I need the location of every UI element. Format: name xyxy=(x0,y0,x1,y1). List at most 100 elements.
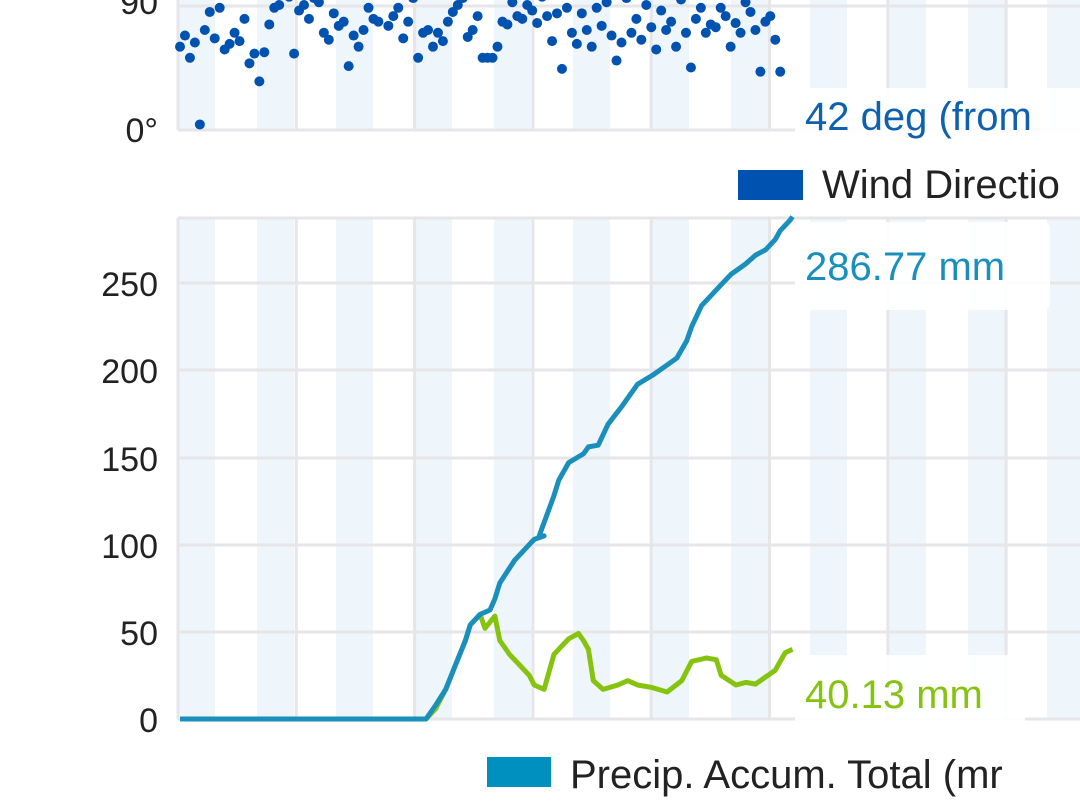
wind-dot xyxy=(651,44,662,55)
wind-dot xyxy=(467,25,478,35)
wind-dot xyxy=(770,34,781,45)
precip-total-line xyxy=(180,215,795,722)
wind-dot xyxy=(502,19,513,30)
precip-ytick-50: 50 xyxy=(120,615,158,653)
precip-band xyxy=(178,218,215,719)
wind-dot xyxy=(452,0,463,10)
wind-dot xyxy=(214,2,225,13)
wind-dot xyxy=(492,41,503,52)
wind-dot xyxy=(690,13,701,24)
wind-dot xyxy=(249,48,260,59)
wind-dot xyxy=(204,6,215,17)
wind-dot xyxy=(507,0,518,8)
wind-dot xyxy=(646,22,657,33)
wind-dot xyxy=(547,36,558,47)
wind-dot xyxy=(616,37,627,48)
wind-dot xyxy=(313,0,324,8)
wind-dot xyxy=(274,0,285,10)
wind-dot xyxy=(264,19,275,30)
wind-dot xyxy=(695,2,706,13)
wind-dot xyxy=(328,8,339,19)
wind-dot xyxy=(710,22,721,33)
wind-dot xyxy=(259,47,270,58)
wind-dot xyxy=(234,36,245,47)
wind-dot xyxy=(676,0,686,5)
wind-dot xyxy=(631,13,642,24)
wind-dot xyxy=(447,6,458,17)
wind-dot xyxy=(209,33,220,44)
wind-dot xyxy=(740,0,751,8)
wind-dot xyxy=(363,2,374,13)
wind-legend-swatch[interactable] xyxy=(738,170,803,200)
precip-ytick-150: 150 xyxy=(101,441,158,479)
wind-legend-label[interactable]: Wind Directio xyxy=(822,163,1060,207)
wind-dot xyxy=(318,27,329,38)
wind-dot xyxy=(458,0,468,4)
wind-dot xyxy=(388,11,399,22)
wind-dot xyxy=(229,27,240,38)
wind-dot xyxy=(532,18,543,29)
wind-dot xyxy=(735,27,746,38)
precip-ytick-250: 250 xyxy=(101,266,158,304)
wind-dot xyxy=(353,41,364,52)
wind-dot xyxy=(596,20,607,31)
wind-dot xyxy=(636,34,647,45)
wind-dot xyxy=(289,48,300,59)
precip-total-label: 286.77 mm xyxy=(805,245,1005,289)
wind-dot xyxy=(383,20,394,31)
precip-band xyxy=(257,218,294,719)
wind-dot xyxy=(538,0,546,2)
wind-dot xyxy=(239,13,250,24)
precip-band xyxy=(573,218,610,719)
wind-dot xyxy=(750,25,761,35)
precip-other-label-box xyxy=(795,655,1025,721)
wind-dot xyxy=(611,55,622,66)
wind-dot xyxy=(373,16,384,27)
wind-dot xyxy=(303,13,314,24)
wind-dot xyxy=(765,11,776,22)
precip-band xyxy=(652,218,689,719)
precip-ytick-100: 100 xyxy=(101,528,158,566)
wind-band xyxy=(573,0,610,130)
wind-dot xyxy=(179,30,190,41)
precip-legend-swatch[interactable] xyxy=(487,757,551,787)
wind-dot xyxy=(581,25,592,35)
wind-dot xyxy=(552,8,563,19)
wind-dot xyxy=(621,0,632,4)
precip-band xyxy=(1047,218,1080,719)
wind-band xyxy=(257,0,294,130)
wind-dot xyxy=(715,2,726,13)
precip-legend-label[interactable]: Precip. Accum. Total (mr xyxy=(570,753,1003,797)
wind-dot xyxy=(398,33,409,44)
wind-dot xyxy=(755,66,766,77)
wind-dot xyxy=(442,16,453,27)
wind-dot xyxy=(571,38,582,49)
wind-dot xyxy=(472,11,483,22)
wind-dot xyxy=(437,36,448,47)
wind-dot xyxy=(254,76,265,87)
precip-band xyxy=(336,218,373,719)
wind-dot xyxy=(199,25,210,35)
wind-ytick-90: 90 xyxy=(120,0,158,22)
wind-dot xyxy=(338,16,349,27)
wind-dot xyxy=(542,11,553,22)
wind-dot xyxy=(427,41,438,52)
wind-dot xyxy=(175,41,185,52)
wind-dot xyxy=(408,0,418,4)
wind-dot xyxy=(606,30,617,41)
wind-dot xyxy=(745,6,756,17)
wind-dot xyxy=(517,13,528,24)
wind-dot xyxy=(323,34,334,45)
wind-dot xyxy=(299,0,310,10)
wind-dot xyxy=(403,16,414,27)
wind-dot xyxy=(561,2,572,13)
wind-dot xyxy=(576,8,587,19)
wind-dot xyxy=(413,52,424,63)
wind-dot xyxy=(591,2,602,13)
wind-dot xyxy=(671,41,682,52)
wind-dot xyxy=(725,41,736,52)
precip-other-label: 40.13 mm xyxy=(805,673,983,717)
wind-dot xyxy=(661,25,672,35)
precip-total-label-box xyxy=(795,222,1050,310)
